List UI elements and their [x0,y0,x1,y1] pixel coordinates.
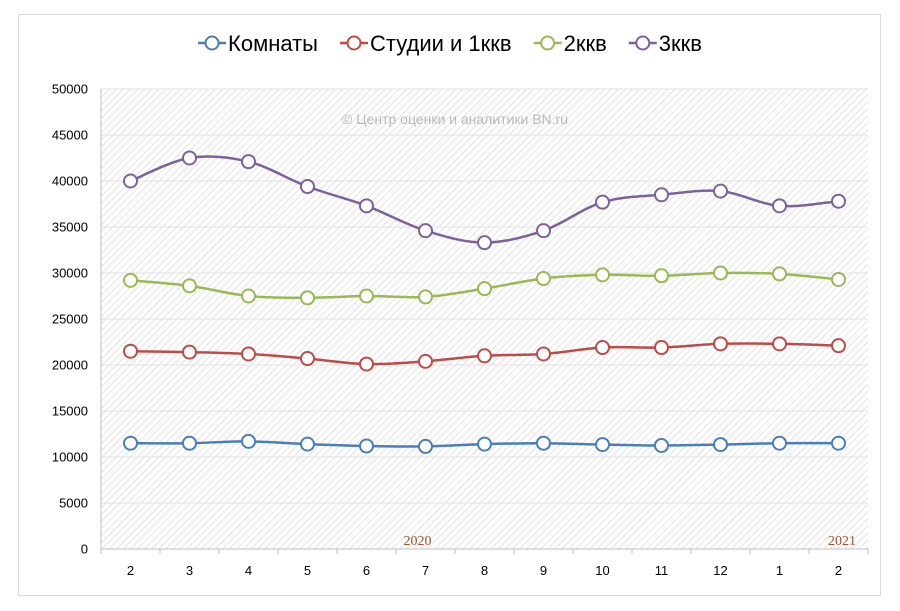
data-point [831,271,846,287]
x-tick-label: 5 [304,563,311,578]
y-tick-label: 20000 [52,358,88,373]
data-point [772,336,787,352]
data-point [241,346,256,362]
x-tick-label: 12 [713,563,727,578]
data-point [831,435,846,451]
y-tick-label: 0 [81,542,88,557]
data-point [300,436,315,452]
data-point [241,154,256,170]
data-point [595,267,610,283]
data-point [182,435,197,451]
data-point [713,265,728,281]
data-point [182,150,197,166]
data-point [772,198,787,214]
data-point [654,340,669,356]
legend-marker [540,35,556,51]
data-point [123,173,138,189]
data-point [477,235,492,251]
x-tick-label: 6 [363,563,370,578]
x-axis: 2 3 4 5 6 7 8 9 10 11 12 1 2 [100,548,869,578]
data-point [300,179,315,195]
legend-item: Комнаты [198,31,318,56]
legend-item: Студии и 1ккв [340,31,512,56]
data-point [123,272,138,288]
y-tick-label: 45000 [52,128,88,143]
x-tick-label: 11 [655,563,669,578]
y-tick-label: 50000 [52,82,88,97]
x-tick-label: 8 [481,563,488,578]
data-point [831,338,846,354]
x-tick-label: 1 [776,563,783,578]
data-point [536,223,551,239]
year-label: 2021 [828,534,856,549]
data-point [654,438,669,453]
data-point [241,433,256,449]
data-point [595,194,610,210]
legend-item: 3ккв [628,31,702,56]
legend-marker [204,35,220,51]
y-tick-label: 35000 [52,220,88,235]
data-point [359,288,374,304]
data-point [182,278,197,294]
y-tick-label: 30000 [52,266,88,281]
x-tick-label: 4 [245,563,252,578]
x-tick-label: 2 [835,563,842,578]
series-points [123,150,846,454]
data-point [654,187,669,203]
data-point [359,356,374,372]
data-point [654,268,669,284]
x-tick-label: 2 [127,563,134,578]
year-label: 2020 [404,534,432,549]
legend: Комнаты Студии и 1ккв 2ккв 3ккв [198,31,702,56]
y-tick-label: 25000 [52,312,88,327]
y-tick-label: 10000 [52,450,88,465]
data-point [418,223,433,239]
data-point [477,281,492,297]
data-point [536,435,551,451]
data-point [300,351,315,367]
data-point [359,198,374,214]
data-point [477,348,492,364]
legend-label: Студии и 1ккв [370,31,512,56]
annotations: © Центр оценки и аналитики BN.ru 2020 2021 [342,111,856,549]
data-point [713,336,728,352]
data-point [241,288,256,304]
y-tick-label: 15000 [52,404,88,419]
data-point [418,353,433,369]
data-point [123,343,138,359]
data-point [300,290,315,306]
data-point [595,437,610,453]
data-point [595,340,610,356]
legend-label: Комнаты [228,31,318,56]
data-point [713,183,728,199]
data-point [536,271,551,287]
x-tick-label: 9 [540,563,547,578]
legend-marker [346,35,362,51]
legend-label: 2ккв [564,31,607,56]
data-point [772,435,787,451]
data-point [831,193,846,209]
x-tick-label: 7 [422,563,429,578]
data-point [477,436,492,452]
data-point [182,344,197,360]
legend-label: 3ккв [659,31,702,56]
data-point [123,435,138,451]
data-point [536,346,551,362]
data-point [418,438,433,454]
watermark: © Центр оценки и аналитики BN.ru [342,111,568,127]
x-tick-label: 3 [186,563,193,578]
data-point [772,266,787,282]
data-point [359,438,374,454]
legend-item: 2ккв [533,31,607,56]
data-point [418,289,433,305]
y-tick-label: 5000 [59,496,88,511]
data-point [713,437,728,453]
y-tick-label: 40000 [52,174,88,189]
x-tick-label: 10 [595,563,609,578]
y-axis: 0 5000 10000 15000 20000 25000 30000 35000 40000… [52,82,102,557]
legend-marker [635,35,651,51]
